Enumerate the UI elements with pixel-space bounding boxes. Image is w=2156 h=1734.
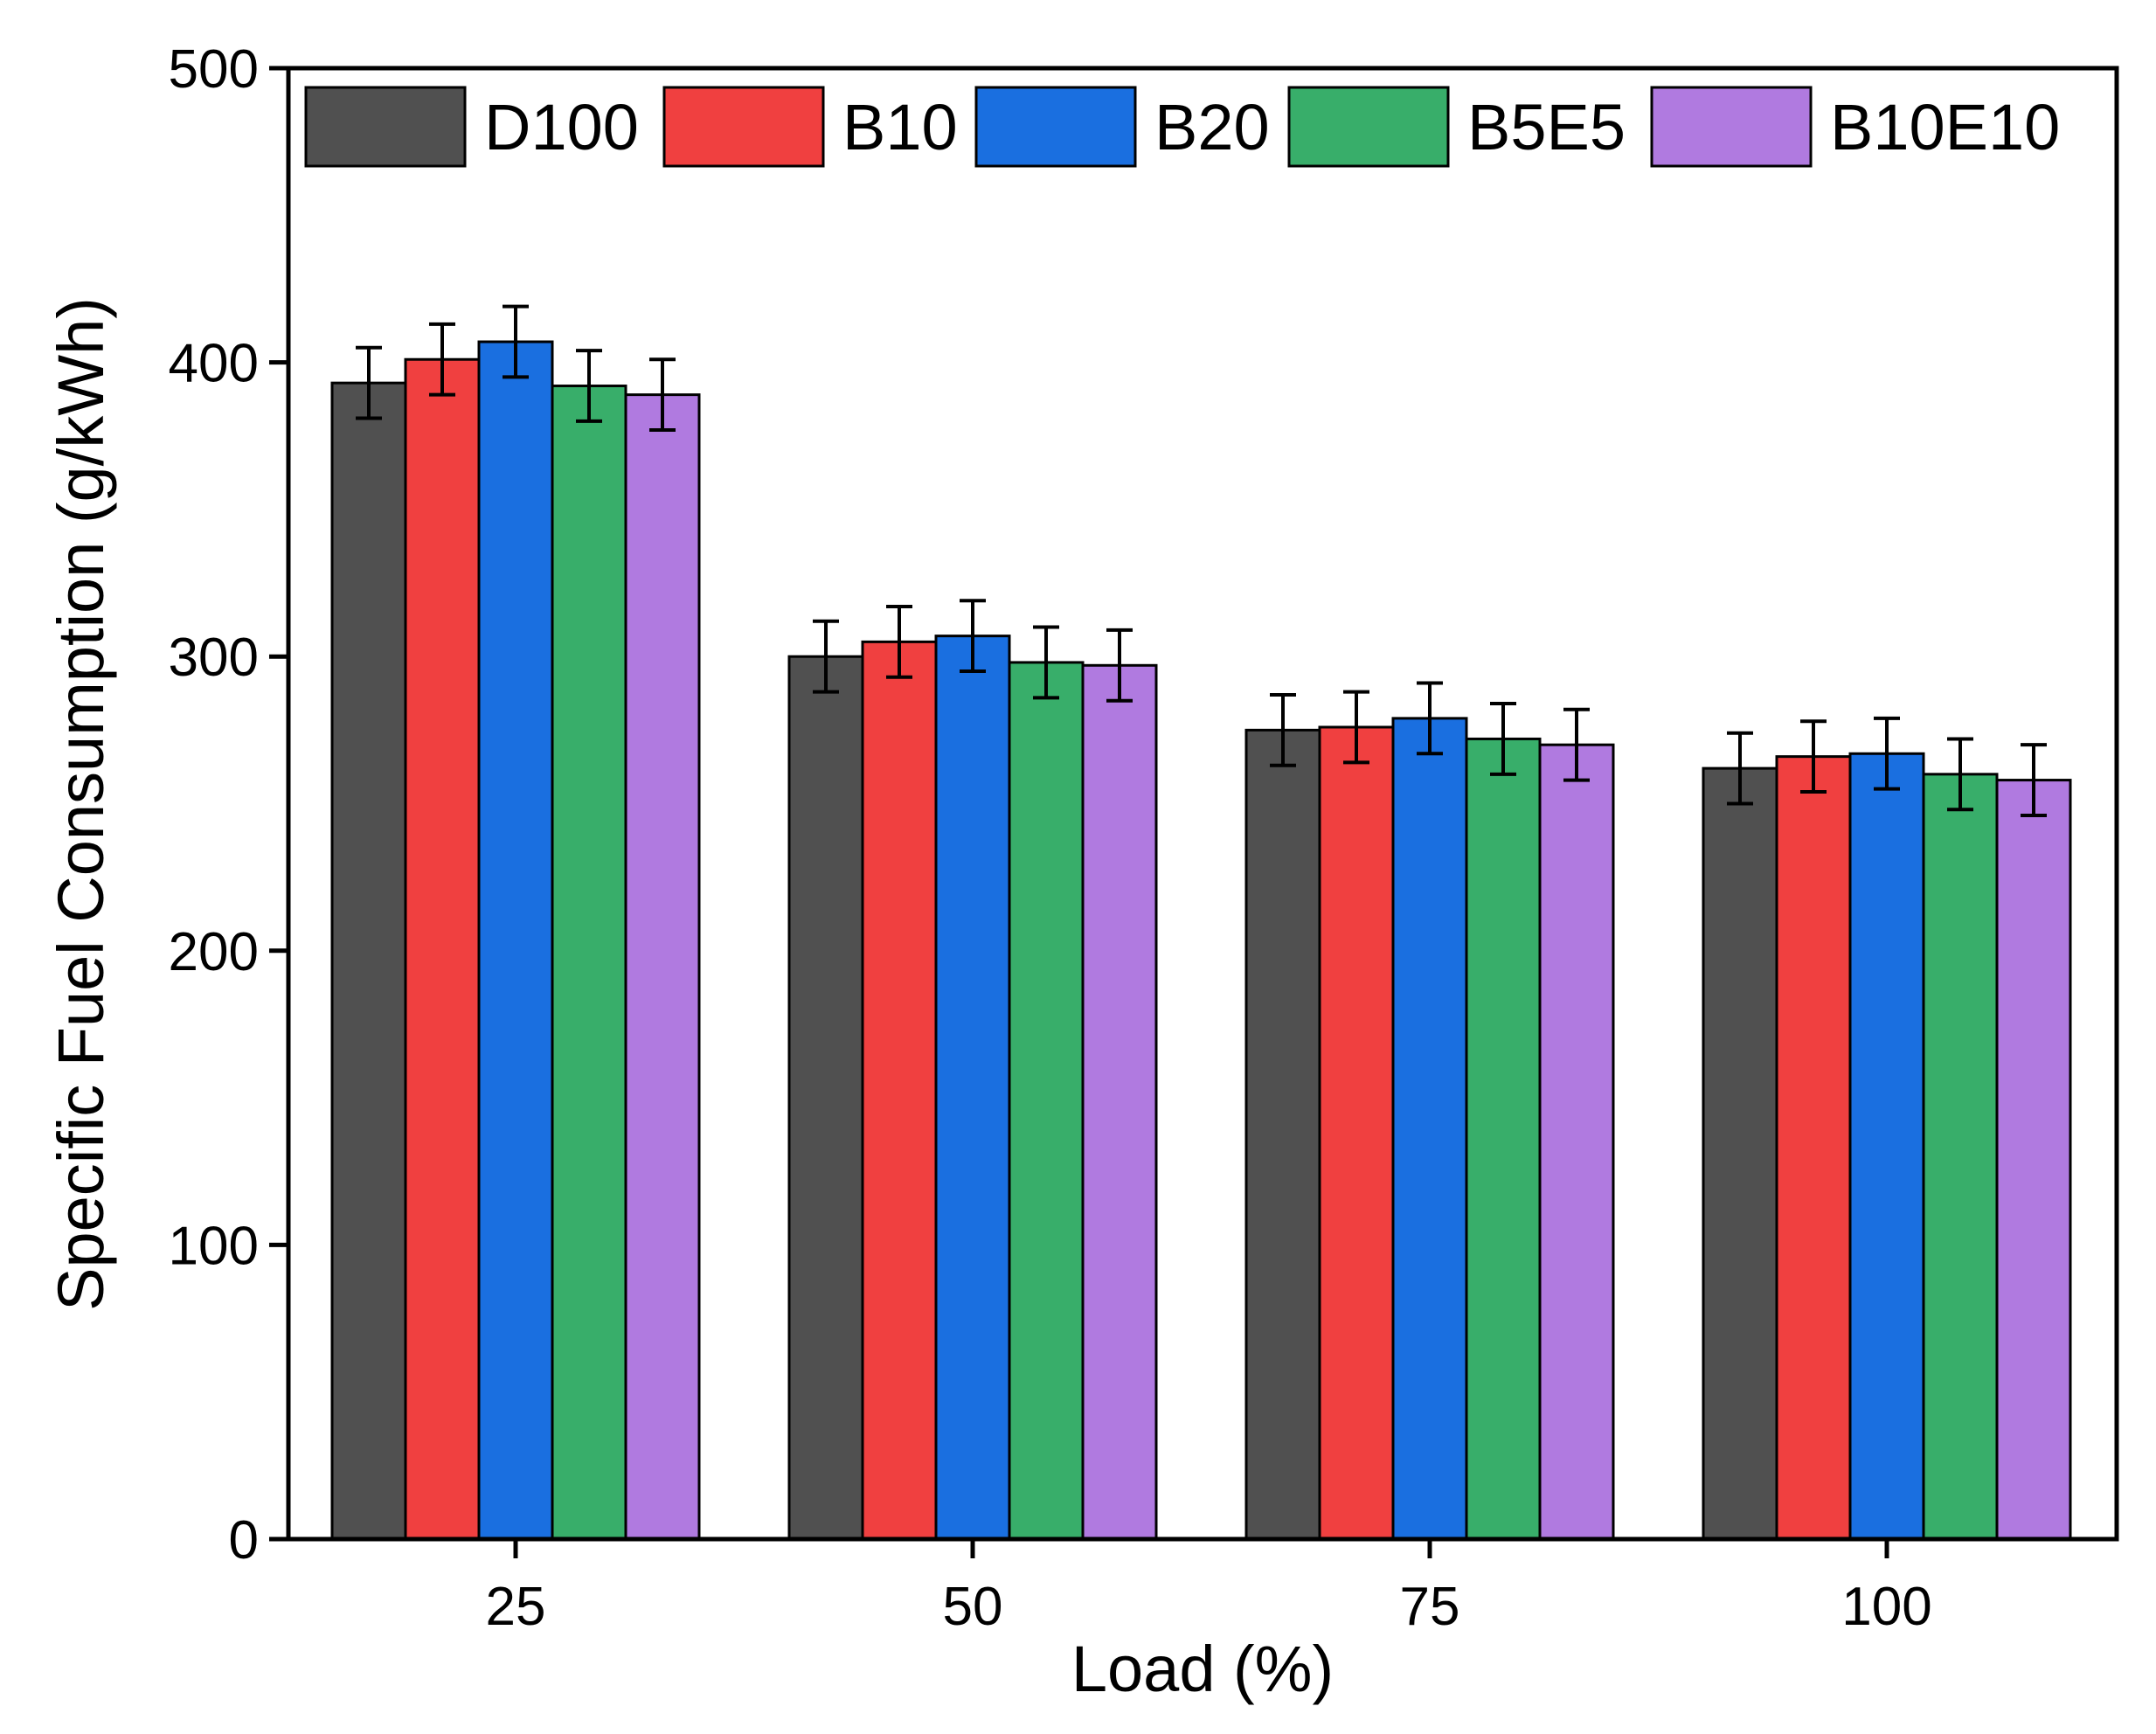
legend-item-B20: B20 bbox=[974, 86, 1270, 168]
error-bar-B10E10-50 bbox=[1106, 628, 1133, 703]
error-bar-B20-25 bbox=[503, 304, 529, 379]
x-tick-label: 25 bbox=[486, 1577, 546, 1637]
legend-swatch bbox=[1287, 86, 1450, 168]
legend-label: B10E10 bbox=[1830, 91, 2060, 163]
bar-D100-25 bbox=[330, 381, 407, 1541]
error-bar-B20-75 bbox=[1417, 681, 1443, 756]
legend-item-B10: B10 bbox=[662, 86, 958, 168]
bar-B10E10-50 bbox=[1081, 663, 1158, 1541]
bar-B10E10-25 bbox=[624, 393, 701, 1541]
series-B20 bbox=[477, 340, 1925, 1541]
error-bar-B20-100 bbox=[1874, 716, 1900, 791]
bar-B20-50 bbox=[934, 635, 1011, 1541]
y-tick-label: 200 bbox=[169, 922, 259, 982]
legend: D100 B10 B20 B5E5 B10E10 bbox=[304, 86, 2060, 168]
x-axis-title: Load (%) bbox=[1071, 1633, 1334, 1705]
error-bar-B5E5-50 bbox=[1033, 625, 1059, 700]
y-tick-label: 100 bbox=[169, 1216, 259, 1276]
legend-swatch bbox=[974, 86, 1137, 168]
plot-frame bbox=[286, 66, 2119, 1542]
bar-B5E5-50 bbox=[1008, 661, 1085, 1541]
error-bar-B10-100 bbox=[1800, 719, 1827, 794]
bar-B20-75 bbox=[1391, 717, 1468, 1541]
bar-B10-50 bbox=[861, 640, 938, 1541]
error-bar-B5E5-75 bbox=[1490, 702, 1516, 776]
legend-item-B10E10: B10E10 bbox=[1650, 86, 2060, 168]
error-bar-D100-100 bbox=[1727, 731, 1753, 806]
legend-label: D100 bbox=[484, 91, 639, 163]
error-bar-B10E10-75 bbox=[1563, 707, 1590, 782]
y-axis-title: Specific Fuel Consumption (g/kWh) bbox=[45, 297, 117, 1311]
series-B10E10 bbox=[624, 393, 2072, 1541]
x-tick-label: 50 bbox=[943, 1577, 1003, 1637]
y-tick-label: 500 bbox=[169, 39, 259, 100]
error-bar-D100-50 bbox=[813, 619, 839, 694]
legend-label: B20 bbox=[1154, 91, 1270, 163]
error-bar-B20-50 bbox=[960, 599, 986, 674]
x-tick-label: 100 bbox=[1841, 1577, 1931, 1637]
bar-B10-25 bbox=[404, 357, 481, 1541]
bar-B5E5-25 bbox=[551, 385, 627, 1541]
series-D100 bbox=[330, 381, 1778, 1541]
error-bar-B5E5-100 bbox=[1947, 737, 1973, 812]
error-bars-D100 bbox=[356, 345, 1753, 806]
bar-B10-75 bbox=[1318, 725, 1395, 1541]
bar-B20-25 bbox=[477, 340, 554, 1541]
y-tick-label: 300 bbox=[169, 628, 259, 688]
error-bar-B10-50 bbox=[886, 604, 912, 679]
error-bars-B10E10 bbox=[649, 357, 2047, 817]
bar-B5E5-100 bbox=[1922, 773, 1999, 1541]
bar-B20-100 bbox=[1848, 752, 1925, 1541]
error-bar-B10-75 bbox=[1343, 690, 1369, 765]
bar-B5E5-75 bbox=[1465, 737, 1542, 1541]
error-bars-B10 bbox=[429, 322, 1827, 794]
error-bars-B5E5 bbox=[576, 349, 1973, 812]
y-tick-label: 400 bbox=[169, 334, 259, 394]
error-bars-B20 bbox=[503, 304, 1900, 791]
axes-layer: 0 100 200 300 400 500 25 50 75 100 bbox=[169, 39, 1932, 1637]
error-bar-B10-25 bbox=[429, 322, 455, 397]
legend-swatch bbox=[662, 86, 825, 168]
legend-swatch bbox=[1650, 86, 1813, 168]
bars-layer bbox=[330, 304, 2072, 1541]
error-bar-B5E5-25 bbox=[576, 349, 602, 423]
bar-B10-100 bbox=[1775, 755, 1852, 1541]
legend-item-B5E5: B5E5 bbox=[1287, 86, 1626, 168]
series-B10 bbox=[404, 357, 1852, 1541]
bar-D100-100 bbox=[1702, 766, 1778, 1541]
y-tick-label: 0 bbox=[229, 1510, 259, 1571]
legend-swatch bbox=[304, 86, 467, 168]
bar-B10E10-100 bbox=[1995, 779, 2072, 1541]
error-bar-B10E10-25 bbox=[649, 357, 676, 433]
series-B5E5 bbox=[551, 385, 1999, 1541]
x-tick-label: 75 bbox=[1400, 1577, 1460, 1637]
bar-D100-50 bbox=[787, 655, 864, 1541]
legend-item-D100: D100 bbox=[304, 86, 639, 168]
bar-D100-75 bbox=[1244, 728, 1321, 1541]
error-bar-D100-25 bbox=[356, 345, 382, 420]
legend-label: B10 bbox=[842, 91, 958, 163]
error-bar-D100-75 bbox=[1270, 692, 1296, 767]
legend-label: B5E5 bbox=[1467, 91, 1626, 163]
error-bar-B10E10-100 bbox=[2021, 743, 2047, 817]
bar-B10E10-75 bbox=[1538, 743, 1615, 1541]
